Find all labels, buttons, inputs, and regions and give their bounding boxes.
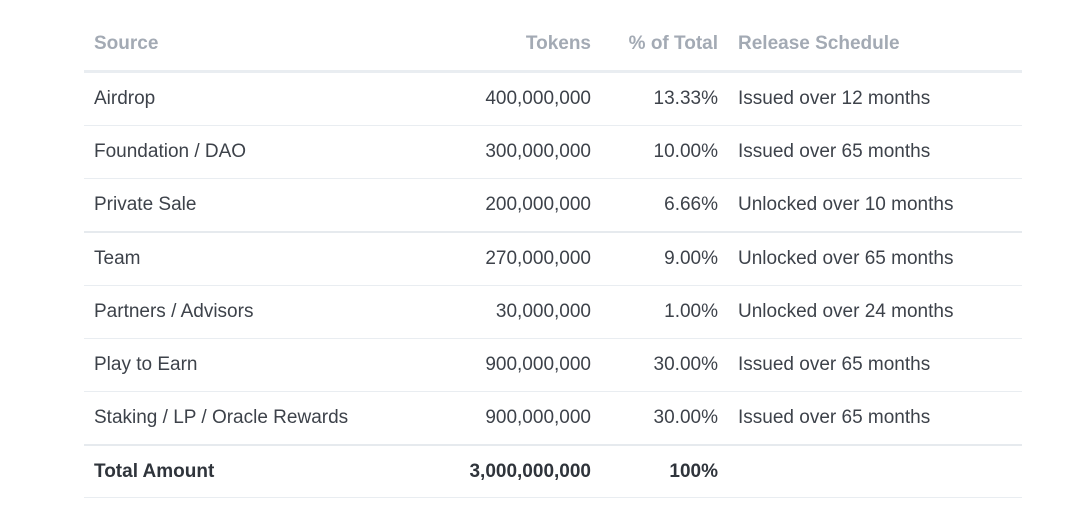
table-row: Staking / LP / Oracle Rewards 900,000,00…	[84, 391, 1022, 446]
total-percent: 100%	[601, 444, 728, 498]
table-row: Private Sale 200,000,000 6.66% Unlocked …	[84, 178, 1022, 233]
cell-tokens: 900,000,000	[459, 338, 601, 392]
column-header-release-schedule: Release Schedule	[728, 18, 1022, 73]
cell-source: Staking / LP / Oracle Rewards	[84, 391, 459, 446]
cell-percent: 10.00%	[601, 125, 728, 179]
table-total-row: Total Amount 3,000,000,000 100%	[84, 444, 1022, 498]
cell-release-schedule: Issued over 65 months	[728, 391, 1022, 446]
cell-percent: 9.00%	[601, 231, 728, 286]
token-allocation-table-container: Source Tokens % of Total Release Schedul…	[84, 18, 1022, 498]
cell-release-schedule: Unlocked over 65 months	[728, 231, 1022, 286]
table-header-row: Source Tokens % of Total Release Schedul…	[84, 18, 1022, 73]
column-header-percent: % of Total	[601, 18, 728, 73]
table-row: Foundation / DAO 300,000,000 10.00% Issu…	[84, 125, 1022, 179]
cell-tokens: 400,000,000	[459, 71, 601, 126]
total-label: Total Amount	[84, 444, 459, 498]
table-row: Play to Earn 900,000,000 30.00% Issued o…	[84, 338, 1022, 392]
cell-source: Airdrop	[84, 71, 459, 126]
cell-source: Foundation / DAO	[84, 125, 459, 179]
cell-release-schedule: Unlocked over 10 months	[728, 178, 1022, 233]
cell-percent: 30.00%	[601, 391, 728, 446]
cell-release-schedule: Issued over 12 months	[728, 71, 1022, 126]
total-release-schedule	[728, 444, 1022, 498]
total-tokens: 3,000,000,000	[459, 444, 601, 498]
cell-tokens: 900,000,000	[459, 391, 601, 446]
cell-percent: 6.66%	[601, 178, 728, 233]
table-row: Partners / Advisors 30,000,000 1.00% Unl…	[84, 285, 1022, 339]
table-row: Airdrop 400,000,000 13.33% Issued over 1…	[84, 71, 1022, 126]
cell-source: Partners / Advisors	[84, 285, 459, 339]
cell-tokens: 200,000,000	[459, 178, 601, 233]
cell-source: Private Sale	[84, 178, 459, 233]
cell-tokens: 30,000,000	[459, 285, 601, 339]
cell-source: Team	[84, 231, 459, 286]
token-allocation-table: Source Tokens % of Total Release Schedul…	[84, 18, 1022, 498]
cell-release-schedule: Issued over 65 months	[728, 338, 1022, 392]
cell-release-schedule: Issued over 65 months	[728, 125, 1022, 179]
cell-tokens: 300,000,000	[459, 125, 601, 179]
cell-source: Play to Earn	[84, 338, 459, 392]
cell-percent: 30.00%	[601, 338, 728, 392]
cell-release-schedule: Unlocked over 24 months	[728, 285, 1022, 339]
table-row: Team 270,000,000 9.00% Unlocked over 65 …	[84, 231, 1022, 286]
column-header-source: Source	[84, 18, 459, 73]
cell-percent: 1.00%	[601, 285, 728, 339]
column-header-tokens: Tokens	[459, 18, 601, 73]
cell-percent: 13.33%	[601, 71, 728, 126]
cell-tokens: 270,000,000	[459, 231, 601, 286]
